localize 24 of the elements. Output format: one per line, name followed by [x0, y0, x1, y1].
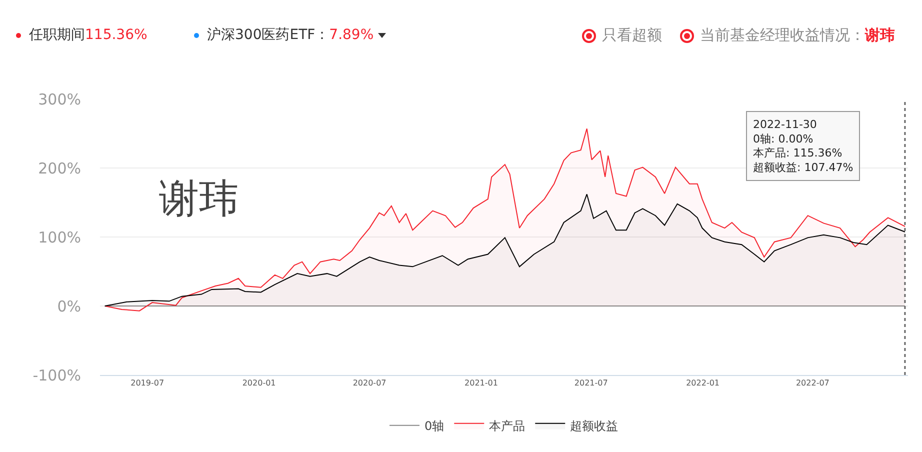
y-tick-label: 100% — [38, 228, 81, 246]
y-tick-label: 200% — [38, 159, 81, 178]
y-tick-label: -100% — [32, 366, 81, 384]
x-tick-label: 2021-01 — [464, 378, 498, 388]
legend-label: 本产品 — [489, 419, 526, 434]
text: 115.36% — [85, 27, 148, 43]
legend-label: 0轴 — [424, 419, 444, 434]
annotation: 谢玮 — [159, 176, 239, 222]
text: 当前基金经理收益情况： — [700, 26, 865, 44]
text: 谢玮 — [865, 26, 895, 44]
x-tick-label: 2019-07 — [130, 378, 164, 388]
x-tick-label: 2022-01 — [686, 378, 720, 388]
y-tick-label: 0% — [57, 297, 81, 316]
x-tick-label: 2022-07 — [796, 378, 830, 388]
annotation: 2022-11-30 0轴: 0.00% 本产品: 115.36% 超额收益: 107.47% — [753, 118, 854, 174]
y-tick-label: 300% — [38, 90, 81, 108]
x-tick-label: 2021-07 — [574, 378, 608, 388]
x-tick-label: 2020-01 — [242, 378, 276, 388]
text: 任职期间 — [29, 27, 85, 43]
text: 只看超额 — [602, 26, 662, 44]
legend-label: 超额收益 — [570, 419, 618, 434]
text: 沪深300医药ETF： — [207, 27, 330, 43]
text: 7.89% — [329, 27, 374, 43]
x-tick-label: 2020-07 — [352, 378, 386, 388]
